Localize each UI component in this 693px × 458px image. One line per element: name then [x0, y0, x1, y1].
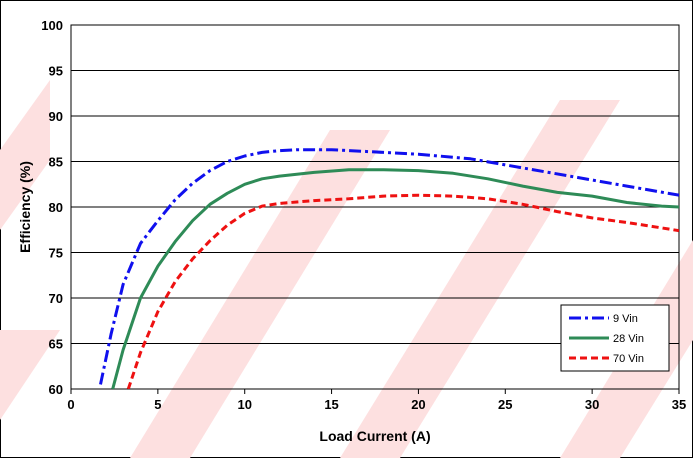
series-lines — [99, 148, 679, 389]
x-tick-label: 25 — [498, 397, 512, 412]
y-tick-label: 85 — [49, 155, 63, 170]
y-tick-label: 65 — [49, 337, 63, 352]
legend-label: 70 Vin — [613, 353, 644, 365]
x-tick-label: 30 — [585, 397, 599, 412]
watermark-stripe — [0, 80, 50, 230]
y-tick-label: 80 — [49, 200, 63, 215]
watermark-stripe — [340, 100, 620, 458]
x-tick-label: 35 — [672, 397, 686, 412]
x-axis-title: Load Current (A) — [319, 428, 430, 444]
legend-label: 9 Vin — [613, 313, 638, 325]
y-tick-label: 60 — [49, 382, 63, 397]
x-tick-label: 15 — [324, 397, 338, 412]
y-tick-label: 100 — [41, 18, 63, 33]
watermark-stripe — [130, 130, 390, 458]
tick-labels: 60 65 70 75 80 85 90 95 100 0 5 10 15 20 25 30 35 — [41, 18, 686, 412]
legend: 9 Vin 28 Vin 70 Vin — [560, 304, 670, 372]
y-tick-label: 95 — [49, 64, 63, 79]
series-line-9-vin — [99, 148, 679, 385]
series-line-28-vin — [111, 168, 679, 389]
legend-label: 28 Vin — [613, 333, 644, 345]
x-tick-label: 5 — [154, 397, 161, 412]
y-axis-title: Efficiency (%) — [17, 161, 33, 253]
y-tick-label: 70 — [49, 291, 63, 306]
x-tick-label: 10 — [237, 397, 251, 412]
x-tick-label: 0 — [67, 397, 74, 412]
x-tick-label: 20 — [411, 397, 425, 412]
gridlines — [71, 70, 679, 344]
watermark-stripe — [0, 330, 60, 420]
y-tick-label: 75 — [49, 246, 63, 261]
watermark — [0, 80, 693, 458]
y-tick-label: 90 — [49, 109, 63, 124]
